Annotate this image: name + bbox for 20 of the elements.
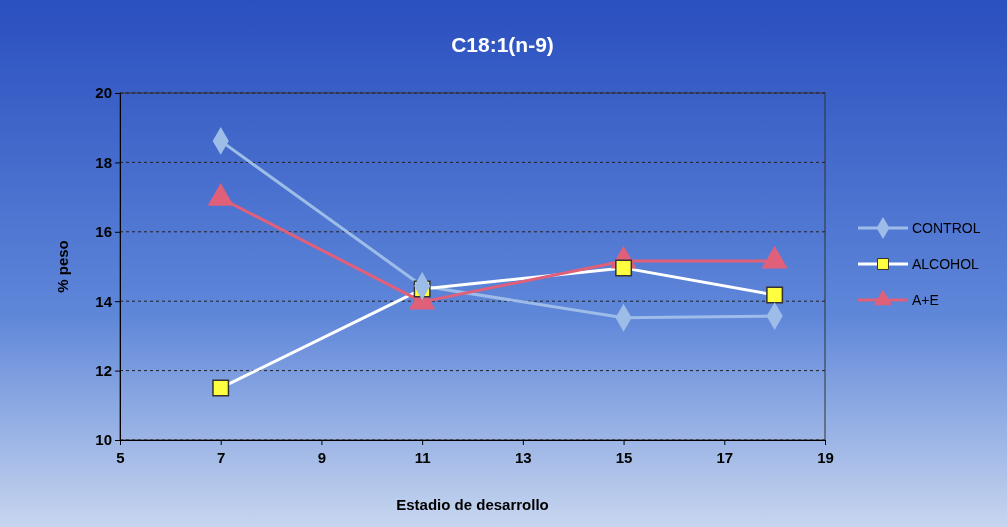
y-tick-label: 14	[95, 292, 113, 310]
y-tick-label: 10	[95, 431, 112, 449]
legend-label: CONTROL	[912, 220, 981, 236]
x-tick-label: 19	[817, 449, 834, 466]
y-tick-label: 16	[95, 223, 112, 241]
x-tick-label: 5	[116, 449, 125, 466]
y-tick-label: 18	[95, 153, 112, 171]
legend-label: A+E	[912, 292, 939, 308]
y-tick-label: 12	[95, 361, 112, 379]
y-axis-title: % peso	[54, 240, 71, 293]
y-tick-label: 20	[95, 84, 112, 102]
chart-title: C18:1(n-9)	[451, 33, 554, 56]
x-tick-label: 13	[515, 449, 532, 466]
legend-label: ALCOHOL	[912, 256, 980, 272]
x-tick-label: 7	[217, 449, 226, 466]
x-tick-label: 11	[414, 449, 431, 466]
x-axis-title: Estadio de desarrollo	[396, 496, 549, 513]
x-tick-label: 9	[317, 449, 327, 466]
x-tick-label: 17	[716, 449, 734, 466]
x-tick-label: 15	[615, 449, 633, 466]
